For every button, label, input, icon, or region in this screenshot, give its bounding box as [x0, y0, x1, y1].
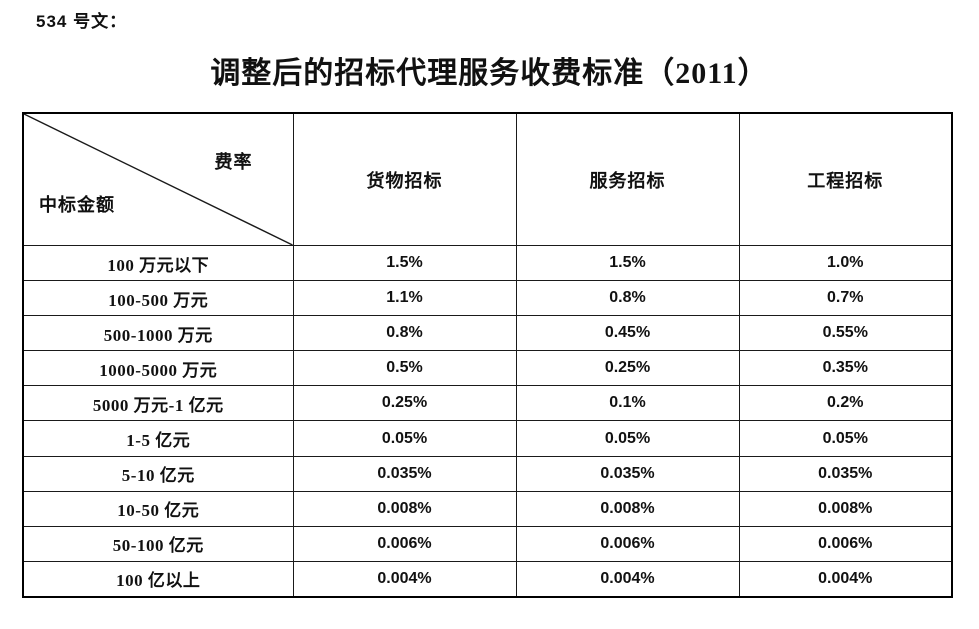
fee-table: 费率 中标金额 货物招标 服务招标 工程招标 100 万元以下 1.5% 1.5% 1… [22, 112, 953, 598]
value-cell: 0.05% [292, 420, 517, 457]
value-cell: 0.006% [738, 525, 953, 562]
value-cell: 1.0% [738, 244, 953, 282]
value-cell: 0.35% [738, 350, 953, 387]
table-row: 500-1000 万元 0.8% 0.45% 0.55% [22, 315, 953, 352]
column-header-goods: 货物招标 [292, 112, 517, 246]
value-cell: 0.25% [515, 350, 740, 387]
value-cell: 0.004% [515, 560, 740, 598]
fee-table-header: 费率 中标金额 货物招标 服务招标 工程招标 [22, 112, 953, 246]
value-cell: 0.8% [292, 315, 517, 352]
row-label-cell: 5-10 亿元 [22, 455, 294, 492]
table-row: 100 亿以上 0.004% 0.004% 0.004% [22, 560, 953, 598]
value-cell: 0.008% [738, 490, 953, 527]
column-header-engineering: 工程招标 [738, 112, 953, 246]
value-cell: 0.035% [292, 455, 517, 492]
value-cell: 0.035% [515, 455, 740, 492]
row-label-cell: 500-1000 万元 [22, 315, 294, 352]
value-cell: 0.8% [515, 280, 740, 317]
value-cell: 0.25% [292, 385, 517, 422]
corner-label-amount: 中标金额 [39, 195, 115, 215]
value-cell: 1.5% [292, 244, 517, 282]
table-row: 10-50 亿元 0.008% 0.008% 0.008% [22, 490, 953, 527]
value-cell: 0.006% [292, 525, 517, 562]
header-row: 费率 中标金额 货物招标 服务招标 工程招标 [22, 112, 953, 246]
fee-table-body: 100 万元以下 1.5% 1.5% 1.0% 100-500 万元 1.1% 0.8% 0.… [22, 244, 953, 598]
page-title: 调整后的招标代理服务收费标准（2011） [210, 57, 769, 90]
column-header-services: 服务招标 [515, 112, 740, 246]
value-cell: 0.004% [292, 560, 517, 598]
table-row: 1000-5000 万元 0.5% 0.25% 0.35% [22, 350, 953, 387]
value-cell: 0.45% [515, 315, 740, 352]
value-cell: 0.008% [292, 490, 517, 527]
table-row: 5000 万元-1 亿元 0.25% 0.1% 0.2% [22, 385, 953, 422]
value-cell: 0.05% [515, 420, 740, 457]
value-cell: 0.05% [738, 420, 953, 457]
value-cell: 1.5% [515, 244, 740, 282]
row-label-cell: 50-100 亿元 [22, 525, 294, 562]
table-row: 1-5 亿元 0.05% 0.05% 0.05% [22, 420, 953, 457]
diagonal-divider-line [24, 114, 293, 245]
value-cell: 0.008% [515, 490, 740, 527]
value-cell: 0.004% [738, 560, 953, 598]
value-cell: 0.2% [738, 385, 953, 422]
row-label-cell: 5000 万元-1 亿元 [22, 385, 294, 422]
doc-number-label: 534 号文： [36, 12, 128, 31]
row-label-cell: 1000-5000 万元 [22, 350, 294, 387]
corner-label-rate: 费率 [214, 152, 253, 172]
value-cell: 0.035% [738, 455, 953, 492]
row-label-cell: 10-50 亿元 [22, 490, 294, 527]
value-cell: 0.5% [292, 350, 517, 387]
table-row: 5-10 亿元 0.035% 0.035% 0.035% [22, 455, 953, 492]
row-label-cell: 100-500 万元 [22, 280, 294, 317]
row-label-cell: 1-5 亿元 [22, 420, 294, 457]
row-label-cell: 100 亿以上 [22, 560, 294, 598]
row-label-cell: 100 万元以下 [22, 244, 294, 282]
table-row: 100 万元以下 1.5% 1.5% 1.0% [22, 244, 953, 282]
table-row: 50-100 亿元 0.006% 0.006% 0.006% [22, 525, 953, 562]
value-cell: 0.1% [515, 385, 740, 422]
value-cell: 0.006% [515, 525, 740, 562]
table-row: 100-500 万元 1.1% 0.8% 0.7% [22, 280, 953, 317]
value-cell: 0.7% [738, 280, 953, 317]
value-cell: 1.1% [292, 280, 517, 317]
value-cell: 0.55% [738, 315, 953, 352]
diagonal-header-cell: 费率 中标金额 [22, 112, 294, 246]
